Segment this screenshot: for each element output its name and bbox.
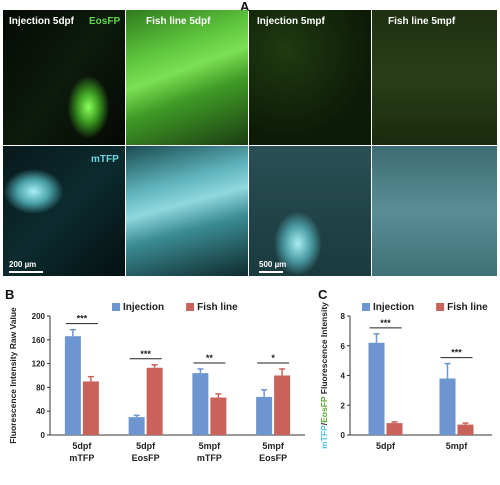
y-tick-label: 80: [36, 383, 45, 392]
panel-b-letter: B: [5, 287, 15, 302]
bar: [439, 378, 456, 435]
bar: [210, 397, 227, 435]
bar: [128, 417, 145, 435]
legend-swatch: [362, 303, 370, 311]
category-label: mTFP: [197, 453, 222, 463]
y-tick-label: 4: [341, 372, 346, 381]
category-label: 5mpf: [446, 441, 469, 451]
significance-marker: ***: [380, 318, 391, 328]
micrograph-injection-5mpf-eosfp: Injection 5mpf: [249, 10, 371, 145]
y-tick-label: 6: [341, 342, 346, 351]
category-label: mTFP: [69, 453, 94, 463]
y-tick-label: 160: [32, 336, 46, 345]
legend-label: Fish line: [447, 302, 488, 313]
category-label: 5dpf: [136, 441, 156, 451]
legend-label: Fish line: [197, 302, 238, 313]
category-label: 5mpf: [262, 441, 285, 451]
column-title: Injection 5dpf: [9, 16, 74, 27]
micrograph-fish-line-5mpf-eosfp: Fish line 5mpf: [372, 10, 497, 145]
significance-marker: ***: [77, 314, 88, 324]
y-axis-label-part: /: [319, 422, 329, 425]
bar: [386, 423, 403, 435]
y-axis-label-part: EosFP: [319, 396, 329, 423]
bar: [457, 424, 474, 435]
y-tick-label: 120: [32, 360, 46, 369]
scalebar-label-200um: 200 µm: [9, 260, 37, 269]
micrograph-injection-5dpf-mtfp: mTFP 200 µm: [3, 146, 125, 276]
micrograph-fish-line-5dpf-mtfp: [126, 146, 248, 276]
panel-a-letter: A: [240, 0, 250, 14]
column-title: Injection 5mpf: [257, 16, 325, 27]
category-label: EosFP: [132, 453, 160, 463]
scalebar-label-500um: 500 µm: [259, 260, 287, 269]
y-axis-label: mTFP/EosFP Fluorescence Intensity: [319, 302, 329, 449]
bar: [82, 381, 99, 435]
legend-swatch: [112, 303, 120, 311]
significance-marker: ***: [140, 349, 151, 359]
legend-label: Injection: [373, 302, 414, 313]
scalebar-200um: [9, 271, 43, 273]
y-tick-label: 8: [341, 312, 346, 321]
chart-c: 0 2 4 6 8 mTFP/EosFP Fluorescence Intensity **…: [319, 302, 492, 451]
column-title: Fish line 5mpf: [388, 16, 456, 27]
y-tick-label: 40: [36, 407, 45, 416]
category-label: 5dpf: [72, 441, 92, 451]
bar: [256, 396, 273, 435]
bar: [64, 336, 81, 435]
micrograph-fish-line-5mpf-mtfp: [372, 146, 497, 276]
y-tick-label: 0: [41, 431, 46, 440]
significance-marker: **: [206, 353, 214, 363]
legend-swatch: [186, 303, 195, 311]
panel-c-letter: C: [318, 287, 328, 302]
category-label: 5mpf: [199, 441, 222, 451]
bar: [368, 342, 385, 435]
significance-marker: *: [271, 353, 275, 363]
bar: [146, 367, 163, 435]
category-label: 5dpf: [376, 441, 396, 451]
y-axis-label-part: mTFP: [319, 425, 329, 449]
mtfp-channel-label: mTFP: [91, 154, 119, 165]
bar: [192, 373, 209, 435]
column-title: Fish line 5dpf: [146, 16, 211, 27]
category-label: EosFP: [259, 453, 287, 463]
significance-marker: ***: [451, 348, 462, 358]
y-axis-label: Fluorescence Intensity Raw Value: [8, 307, 18, 444]
micrograph-injection-5dpf-eosfp: Injection 5dpf EosFP: [3, 10, 125, 145]
micrograph-fish-line-5dpf-eosfp: Fish line 5dpf: [126, 10, 248, 145]
y-tick-label: 2: [341, 401, 346, 410]
legend-swatch: [436, 303, 445, 311]
chart-b: 0 40 80 120 160 200 Fluorescence Intensity Raw…: [8, 302, 305, 463]
micrograph-injection-5mpf-mtfp: 500 µm: [249, 146, 371, 276]
y-axis-label-part: Fluorescence Intensity: [319, 302, 329, 397]
y-tick-label: 200: [32, 312, 46, 321]
scalebar-500um: [259, 271, 283, 273]
y-tick-label: 0: [341, 431, 346, 440]
bar: [274, 375, 291, 435]
eosfp-channel-label: EosFP: [89, 16, 121, 27]
legend-label: Injection: [123, 302, 164, 313]
